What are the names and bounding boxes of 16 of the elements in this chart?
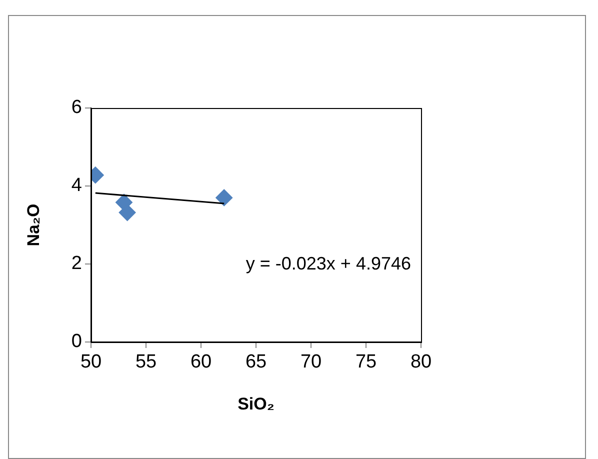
- x-axis-title: SiO₂: [238, 394, 274, 414]
- y-axis-title: Na₂O: [24, 204, 43, 246]
- x-tick-label: 60: [190, 352, 212, 373]
- point: [118, 204, 136, 222]
- x-tick-label: 80: [410, 352, 432, 373]
- x-tick-label: 55: [135, 352, 157, 373]
- annotation: y = -0.023x + 4.9746: [246, 254, 411, 274]
- point: [216, 189, 233, 206]
- y-tick-label: 2: [71, 253, 82, 274]
- y-tick-label: 0: [71, 331, 82, 352]
- x-tick-label: 65: [245, 352, 267, 373]
- x-tick-label: 50: [80, 352, 102, 373]
- y-tick-label: 4: [71, 175, 82, 196]
- x-tick-label: 70: [300, 352, 322, 373]
- y-tick-label: 6: [71, 97, 82, 118]
- x-tick-label: 75: [355, 352, 377, 373]
